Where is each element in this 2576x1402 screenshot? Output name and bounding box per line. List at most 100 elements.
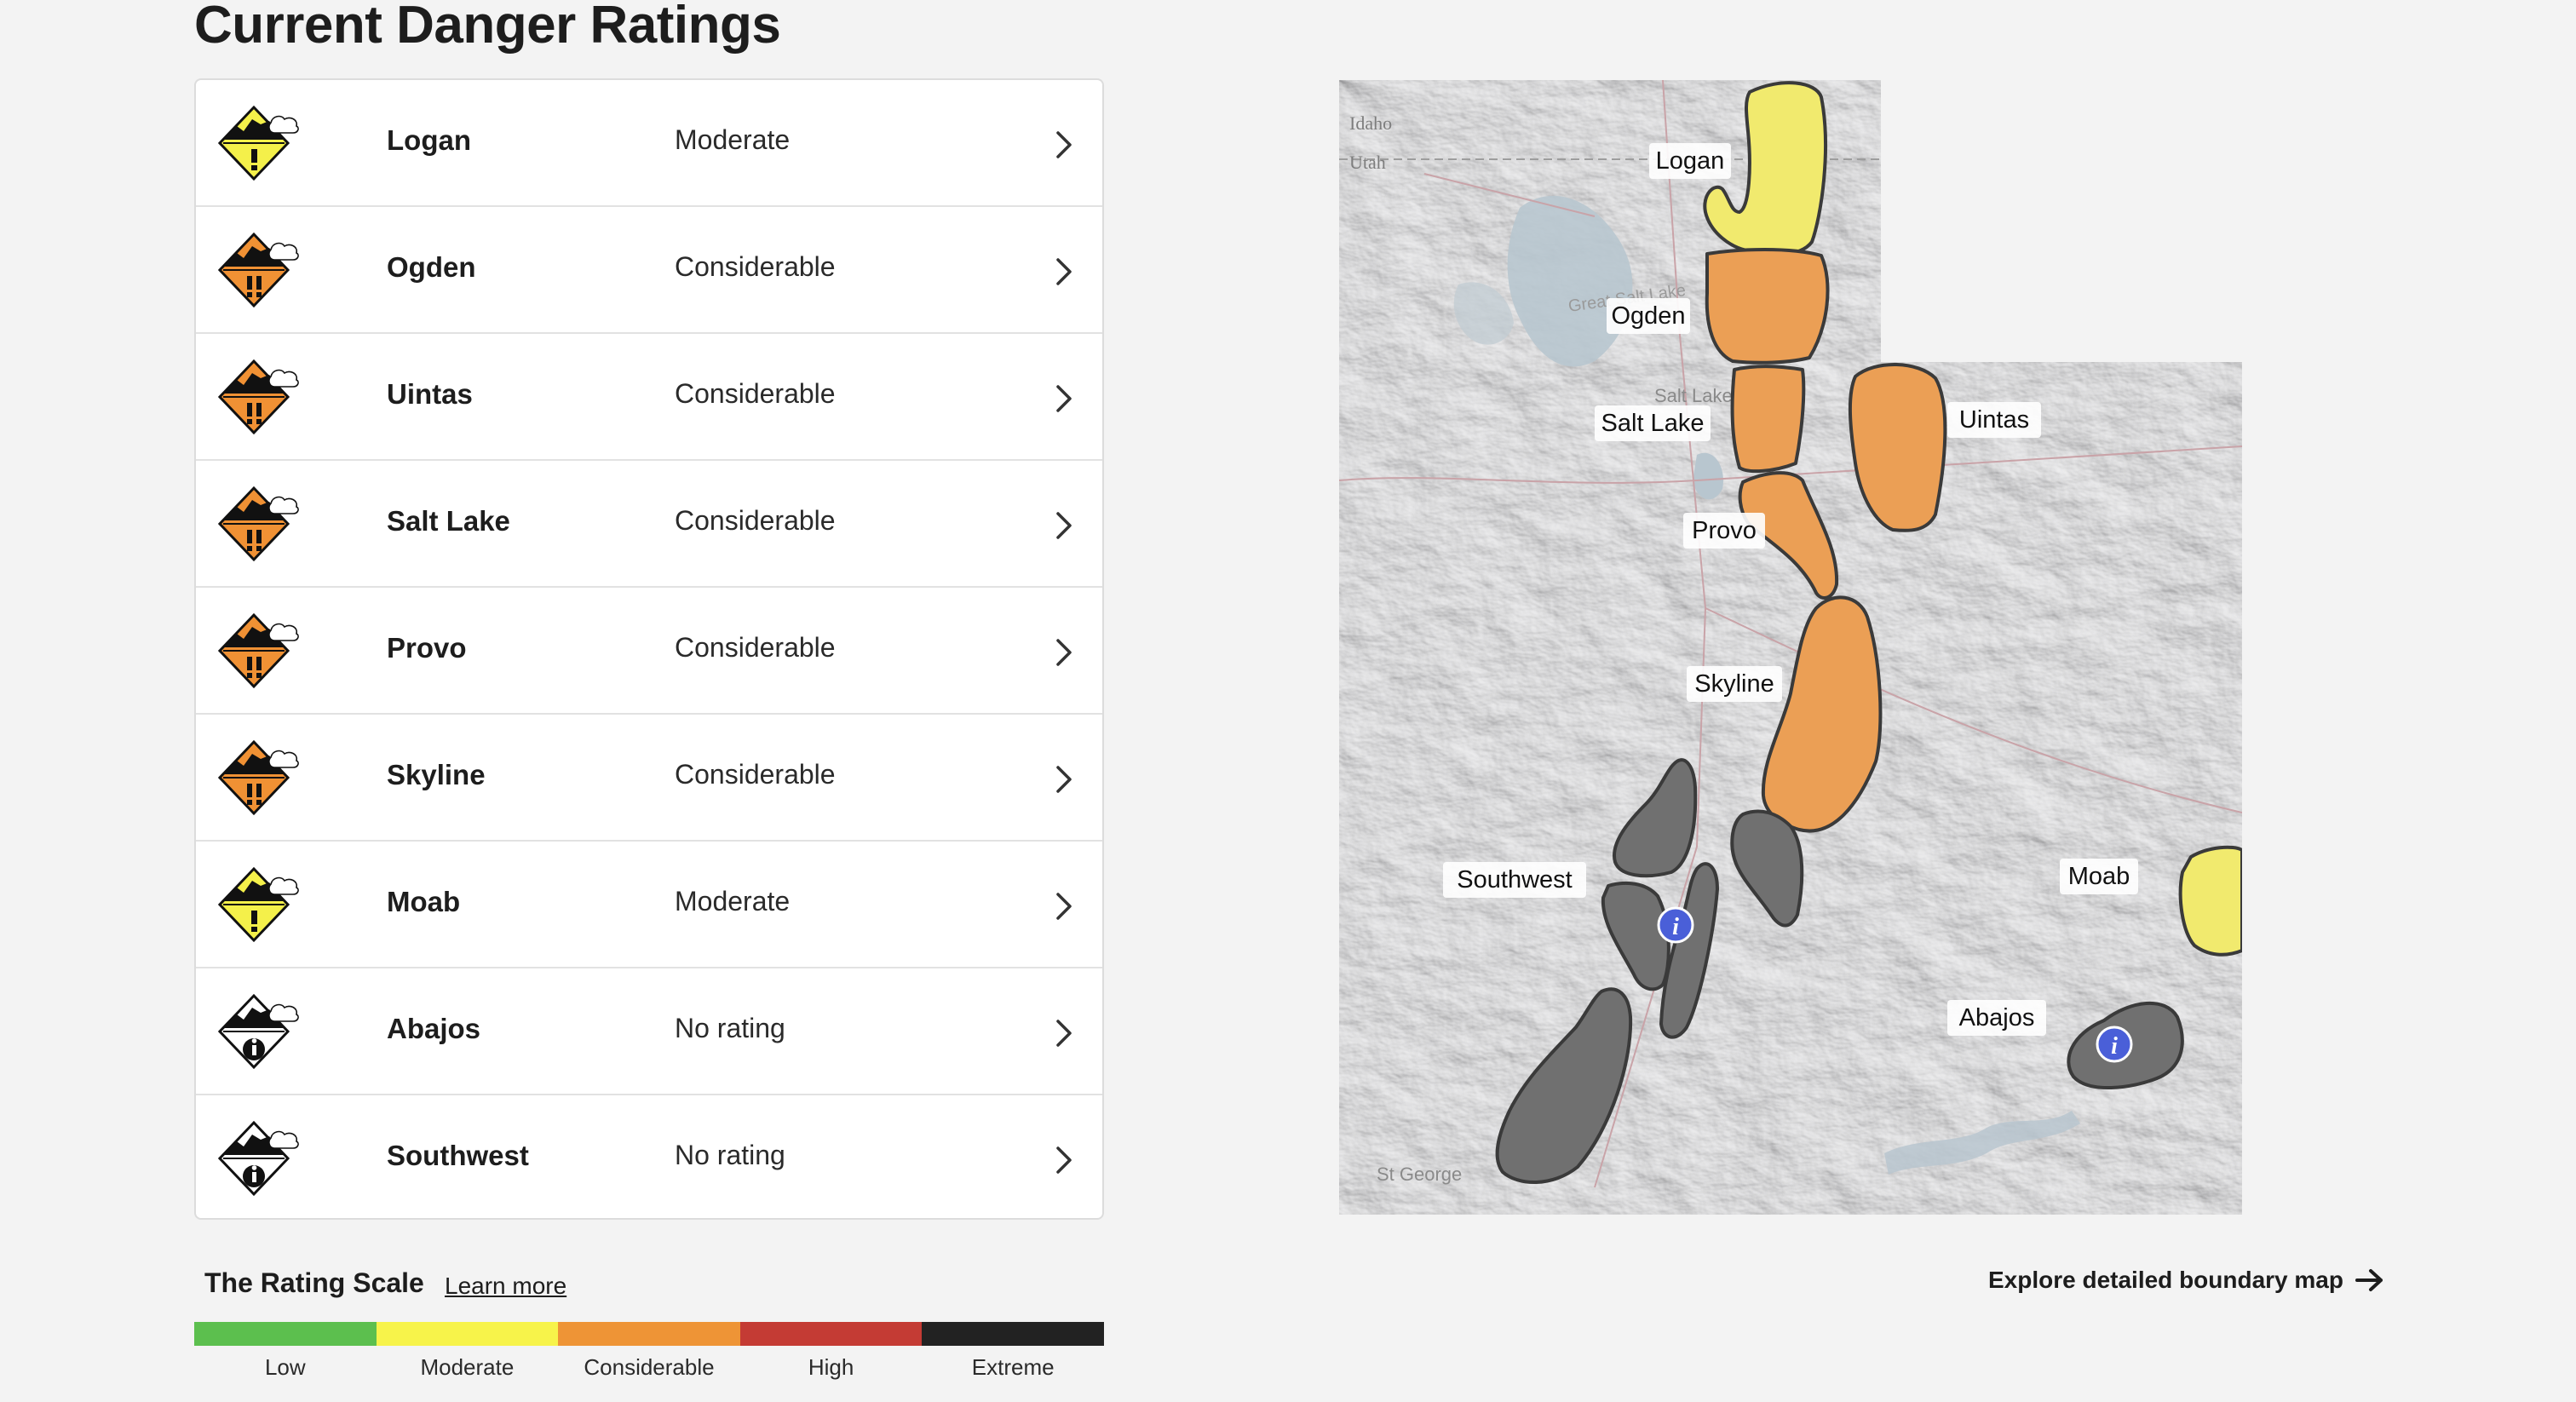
region-row-provo[interactable]: Provo Considerable [196,588,1102,715]
region-name: Skyline [387,759,486,790]
map-label-provo[interactable]: Provo [1683,513,1765,549]
region-row-uintas[interactable]: Uintas Considerable [196,334,1102,461]
chevron-right-icon [1056,385,1072,412]
learn-more-link[interactable]: Learn more [445,1273,567,1299]
skyline-region[interactable] [1761,595,1883,833]
southwest-region-south[interactable] [1495,987,1633,1185]
svg-text:i: i [2111,1033,2118,1060]
region-name: Logan [387,124,471,156]
arrow-right-icon [2355,1269,2383,1291]
danger-rating-text: Considerable [675,251,836,282]
region-row-southwest[interactable]: Southwest No rating [196,1095,1102,1218]
abajos-info-marker[interactable]: i [2096,1026,2133,1063]
chevron-right-icon [1056,766,1072,793]
map-label-logan[interactable]: Logan [1649,143,1731,179]
map-state-label-idaho: Idaho [1349,112,1392,134]
map-label-ogden[interactable]: Ogden [1607,298,1690,334]
danger-rating-text: No rating [675,1140,785,1170]
scale-label-low: Low [264,1354,306,1380]
danger-rating-text: Considerable [675,759,836,790]
svg-text:Salt Lake: Salt Lake [1601,410,1705,437]
chevron-right-icon [1056,1146,1072,1174]
svg-text:Moab: Moab [2068,863,2130,890]
map-label-moab[interactable]: Moab [2060,859,2138,894]
svg-text:Skyline: Skyline [1694,670,1774,698]
danger-ratings-list: Logan Moderate Ogden Considerable Uintas Cons… [194,78,1104,1220]
scale-label-moderate: Moderate [420,1354,515,1380]
map-label-abajos[interactable]: Abajos [1947,1000,2046,1036]
danger-rating-text: Moderate [675,886,791,916]
southwest-region-center[interactable] [1601,881,1670,991]
region-row-salt-lake[interactable]: Salt Lake Considerable [196,461,1102,588]
considerable-danger-icon [218,359,299,435]
region-row-logan[interactable]: Logan Moderate [196,80,1102,207]
chevron-right-icon [1056,1020,1072,1047]
danger-rating-text: Considerable [675,505,836,536]
danger-rating-text: Moderate [675,124,791,155]
chevron-right-icon [1056,512,1072,539]
map-label-uintas[interactable]: Uintas [1947,402,2041,438]
svg-text:Uintas: Uintas [1959,406,2029,434]
chevron-right-icon [1056,258,1072,285]
chevron-right-icon [1056,893,1072,920]
region-name: Ogden [387,251,476,283]
moderate-danger-icon [218,105,299,181]
svg-text:Southwest: Southwest [1457,866,1572,893]
rating-scale-title: The Rating Scale [204,1267,424,1298]
explore-link-label: Explore detailed boundary map [1988,1267,2343,1293]
map-label-salt-lake[interactable]: Salt Lake [1595,405,1711,441]
danger-rating-text: No rating [675,1013,785,1043]
region-name: Southwest [387,1140,529,1171]
scale-label-considerable: Considerable [584,1354,715,1380]
region-row-ogden[interactable]: Ogden Considerable [196,207,1102,334]
ogden-region[interactable] [1705,248,1830,365]
considerable-danger-icon [218,486,299,562]
logan-region[interactable] [1703,81,1827,256]
region-name: Uintas [387,378,473,410]
region-name: Moab [387,886,461,917]
map-state-label-utah: Utah [1349,152,1386,173]
moderate-danger-icon [218,866,299,943]
scale-segment-considerable [558,1322,740,1346]
svg-text:i: i [1672,914,1679,940]
salt-lake-region[interactable] [1730,365,1806,474]
scale-label-high: High [808,1354,854,1380]
svg-text:Logan: Logan [1656,147,1725,175]
region-name: Provo [387,632,467,664]
page-title: Current Danger Ratings [194,0,781,55]
chevron-right-icon [1056,131,1072,158]
scale-segment-extreme [922,1322,1104,1346]
region-name: Salt Lake [387,505,510,537]
considerable-danger-icon [218,612,299,689]
scale-segment-high [739,1322,923,1346]
danger-rating-text: Considerable [675,632,836,663]
explore-boundary-map-link[interactable]: Explore detailed boundary map [1988,1267,2384,1294]
map-city-label-st-george: St George [1377,1164,1462,1185]
no-rating-info-icon [218,1120,299,1197]
region-name: Abajos [387,1013,481,1044]
skyline-grey-region[interactable] [1730,809,1804,928]
scale-segment-moderate [376,1322,559,1346]
great-salt-lake [1507,195,1633,367]
no-rating-info-icon [218,993,299,1070]
rating-scale-labels: Low Moderate Considerable High Extreme [194,1354,1104,1381]
danger-rating-text: Considerable [675,378,836,409]
danger-map[interactable]: Idaho Utah Salt Lake City St George Grea… [1339,80,2242,1215]
map-label-southwest[interactable]: Southwest [1443,862,1586,898]
region-row-moab[interactable]: Moab Moderate [196,842,1102,968]
region-row-skyline[interactable]: Skyline Considerable [196,715,1102,842]
southwest-info-marker[interactable]: i [1657,906,1694,944]
rating-scale-bar [194,1322,1104,1346]
svg-text:Abajos: Abajos [1959,1004,2035,1031]
scale-segment-low [194,1322,377,1346]
map-label-skyline[interactable]: Skyline [1687,666,1782,702]
considerable-danger-icon [218,232,299,308]
considerable-danger-icon [218,739,299,816]
uintas-region[interactable] [1848,362,1947,532]
svg-text:Provo: Provo [1692,517,1757,544]
scale-label-extreme: Extreme [971,1354,1055,1380]
southwest-region-north[interactable] [1613,758,1698,878]
svg-text:Ogden: Ogden [1611,302,1685,330]
moab-region[interactable] [2178,845,2242,957]
region-row-abajos[interactable]: Abajos No rating [196,968,1102,1095]
